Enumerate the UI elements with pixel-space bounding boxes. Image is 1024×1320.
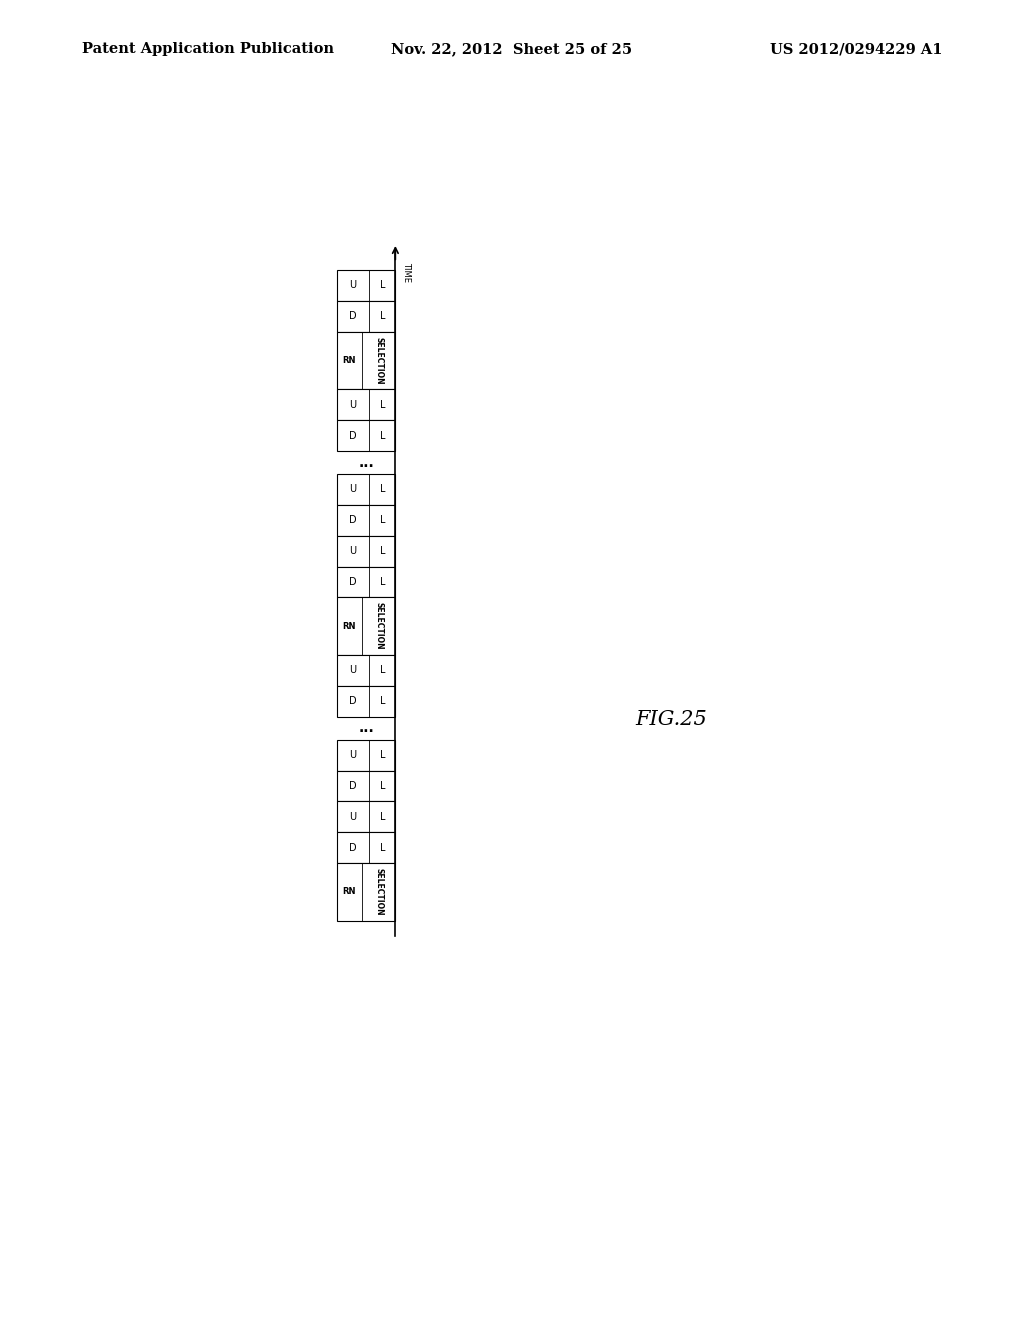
Bar bbox=[337, 739, 395, 771]
Text: US 2012/0294229 A1: US 2012/0294229 A1 bbox=[770, 42, 942, 57]
Text: L: L bbox=[380, 750, 385, 760]
Text: ...: ... bbox=[358, 455, 374, 470]
Bar bbox=[337, 655, 395, 686]
Bar bbox=[337, 506, 395, 536]
Text: Patent Application Publication: Patent Application Publication bbox=[82, 42, 334, 57]
Text: SELECTION: SELECTION bbox=[374, 602, 383, 649]
Text: TIME: TIME bbox=[401, 263, 411, 282]
Text: U: U bbox=[349, 400, 356, 409]
Text: ...: ... bbox=[358, 721, 374, 735]
Bar bbox=[337, 801, 395, 832]
Text: Nov. 22, 2012  Sheet 25 of 25: Nov. 22, 2012 Sheet 25 of 25 bbox=[391, 42, 633, 57]
Text: U: U bbox=[349, 484, 356, 495]
Text: U: U bbox=[349, 546, 356, 556]
Text: U: U bbox=[349, 750, 356, 760]
Text: SELECTION: SELECTION bbox=[374, 869, 383, 916]
Text: SELECTION: SELECTION bbox=[374, 337, 383, 384]
Text: L: L bbox=[380, 400, 385, 409]
Bar bbox=[337, 566, 395, 597]
Text: D: D bbox=[349, 312, 356, 321]
Text: D: D bbox=[349, 781, 356, 791]
Bar bbox=[337, 271, 395, 301]
Text: L: L bbox=[380, 312, 385, 321]
Bar bbox=[337, 597, 395, 655]
Bar bbox=[337, 389, 395, 420]
Text: U: U bbox=[349, 280, 356, 290]
Text: D: D bbox=[349, 577, 356, 587]
Text: RN: RN bbox=[343, 356, 356, 366]
Text: L: L bbox=[380, 696, 385, 706]
Bar bbox=[337, 331, 395, 389]
Bar bbox=[337, 301, 395, 331]
Bar bbox=[337, 686, 395, 717]
Text: L: L bbox=[380, 546, 385, 556]
Text: L: L bbox=[380, 577, 385, 587]
Bar bbox=[337, 771, 395, 801]
Bar bbox=[337, 420, 395, 451]
Text: D: D bbox=[349, 430, 356, 441]
Bar bbox=[337, 474, 395, 506]
Text: L: L bbox=[380, 280, 385, 290]
Bar bbox=[337, 536, 395, 566]
Text: RN: RN bbox=[343, 887, 356, 896]
Text: U: U bbox=[349, 812, 356, 822]
Text: L: L bbox=[380, 665, 385, 676]
Text: L: L bbox=[380, 812, 385, 822]
Text: U: U bbox=[349, 665, 356, 676]
Text: FIG.25: FIG.25 bbox=[635, 710, 707, 729]
Text: RN: RN bbox=[343, 622, 356, 631]
Bar bbox=[337, 863, 395, 921]
Text: D: D bbox=[349, 515, 356, 525]
Text: D: D bbox=[349, 842, 356, 853]
Text: L: L bbox=[380, 484, 385, 495]
Text: L: L bbox=[380, 781, 385, 791]
Text: L: L bbox=[380, 842, 385, 853]
Text: L: L bbox=[380, 430, 385, 441]
Text: L: L bbox=[380, 515, 385, 525]
Text: D: D bbox=[349, 696, 356, 706]
Bar bbox=[337, 832, 395, 863]
